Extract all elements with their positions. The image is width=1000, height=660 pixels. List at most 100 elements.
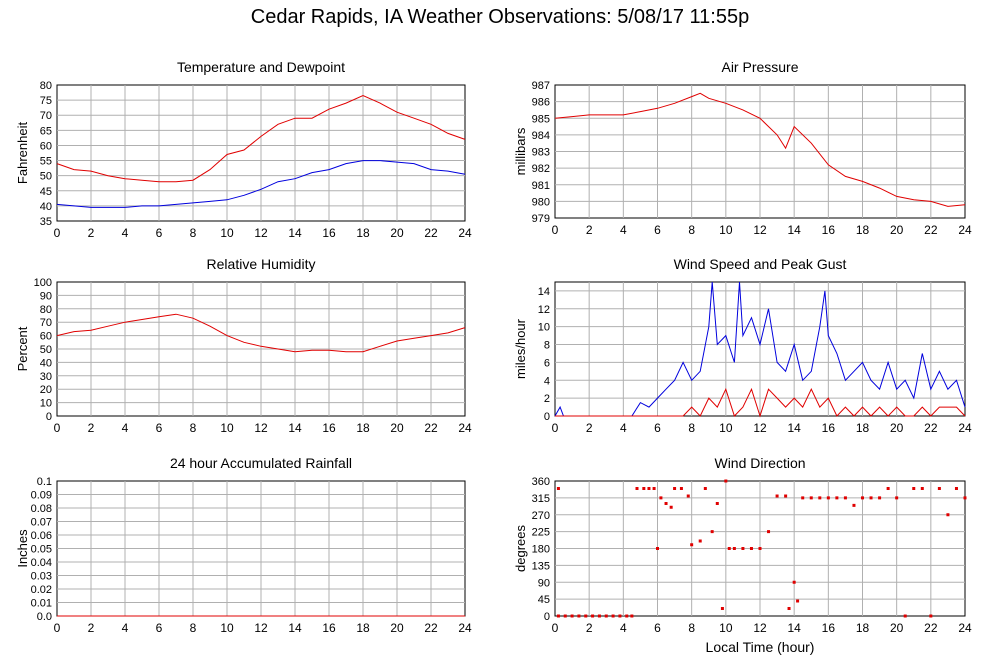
humidity-y-tick-label: 30 [40, 371, 52, 383]
humidity-x-tick-label: 14 [288, 421, 302, 435]
rainfall-y-tick-label: 0.09 [31, 490, 52, 502]
wind-speed-y-tick-label: 8 [544, 340, 550, 352]
wind-direction-x-tick-label: 0 [552, 621, 559, 635]
humidity-y-tick-label: 50 [40, 344, 52, 356]
humidity-y-tick-label: 0 [46, 411, 52, 423]
temperature-y-tick-label: 65 [40, 125, 52, 137]
humidity-title: Relative Humidity [207, 256, 316, 272]
humidity-x-tick-label: 0 [54, 421, 61, 435]
temperature-x-tick-label: 4 [122, 226, 129, 240]
wind-direction-y-tick-label: 270 [532, 510, 550, 522]
temperature-y-tick-label: 35 [40, 216, 52, 228]
temperature-y-label: Fahrenheit [15, 122, 30, 185]
wind-speed-x-tick-label: 4 [620, 421, 627, 435]
pressure-y-tick-label: 984 [532, 130, 550, 142]
humidity-x-tick-label: 10 [220, 421, 234, 435]
pressure-y-tick-label: 987 [532, 80, 550, 92]
humidity-y-tick-label: 10 [40, 398, 52, 410]
wind-direction-point [758, 547, 762, 550]
wind-direction-y-tick-label: 360 [532, 476, 550, 488]
rainfall-x-tick-label: 2 [88, 621, 95, 635]
wind-speed-x-tick-label: 10 [719, 421, 733, 435]
wind-direction-point [652, 487, 656, 490]
humidity-y-tick-label: 70 [40, 317, 52, 329]
temperature-series-blue-line [56, 160, 466, 208]
humidity-x-tick-label: 18 [356, 421, 370, 435]
rainfall-x-tick-label: 20 [390, 621, 404, 635]
wind-direction-point [563, 614, 567, 618]
wind-direction-x-tick-label: 18 [856, 621, 870, 635]
wind-direction-point [724, 479, 728, 483]
temperature-y-tick-label: 80 [40, 80, 52, 92]
wind-speed-x-tick-label: 2 [586, 421, 593, 435]
humidity-y-tick-label: 90 [40, 290, 52, 302]
wind-direction-point [796, 599, 800, 603]
wind-direction-point [727, 547, 731, 550]
pressure-x-tick-label: 22 [924, 223, 938, 237]
wind-speed-series-blue-line [554, 281, 966, 417]
pressure-x-tick-label: 8 [688, 223, 695, 237]
wind-direction-point [584, 614, 588, 618]
humidity-x-tick-label: 22 [424, 421, 438, 435]
wind-speed-y-tick-label: 2 [544, 393, 550, 405]
page-title: Cedar Rapids, IA Weather Observations: 5… [250, 6, 750, 28]
wind-direction-point [826, 496, 830, 500]
rainfall-y-tick-label: 0.03 [31, 571, 52, 583]
rainfall-y-tick-label: 0.02 [31, 584, 52, 596]
pressure-y-tick-label: 985 [532, 113, 550, 125]
wind-direction-point [698, 539, 702, 543]
humidity-y-label: Percent [15, 326, 30, 371]
wind-direction-point [715, 502, 719, 505]
wind-direction-point [929, 614, 933, 618]
rainfall-y-tick-label: 0.04 [31, 557, 52, 569]
wind-speed-y-tick-label: 10 [538, 322, 550, 334]
pressure-y-tick-label: 986 [532, 97, 550, 109]
temperature-x-tick-label: 24 [458, 226, 472, 240]
temperature-x-tick-label: 2 [88, 226, 95, 240]
rainfall-x-tick-label: 12 [254, 621, 268, 635]
rainfall-x-tick-label: 4 [122, 621, 129, 635]
wind-direction-point [767, 530, 771, 534]
wind-direction-point [843, 496, 847, 500]
rainfall-y-label: Inches [15, 529, 30, 568]
humidity-x-tick-label: 24 [458, 421, 472, 435]
pressure-x-tick-label: 12 [753, 223, 767, 237]
wind-direction-point [647, 487, 651, 490]
pressure-x-tick-label: 4 [620, 223, 627, 237]
wind-direction-point [775, 494, 779, 498]
wind-direction-title: Wind Direction [714, 455, 805, 471]
wind-direction-point [963, 496, 967, 500]
temperature-x-tick-label: 14 [288, 226, 302, 240]
wind-direction-y-tick-label: 90 [538, 577, 550, 589]
wind-direction-point [604, 614, 608, 618]
wind-direction-point [741, 547, 745, 550]
wind-direction-point [787, 607, 791, 610]
wind-direction-y-tick-label: 45 [538, 594, 550, 606]
rainfall-x-tick-label: 18 [356, 621, 370, 635]
rainfall-y-tick-label: 0.08 [31, 503, 52, 515]
pressure-x-tick-label: 24 [958, 223, 972, 237]
wind-direction-y-tick-label: 180 [532, 544, 550, 556]
wind-direction-point [886, 487, 890, 490]
wind-direction-point [556, 614, 560, 618]
wind-speed-title: Wind Speed and Peak Gust [674, 256, 847, 272]
wind-direction-point [920, 487, 924, 490]
wind-direction-point [690, 543, 694, 547]
wind-direction-y-tick-label: 135 [532, 560, 550, 572]
pressure-y-label: millibars [513, 127, 528, 175]
temperature-x-tick-label: 8 [190, 226, 197, 240]
temperature-y-tick-label: 60 [40, 140, 52, 152]
wind-direction-x-tick-label: 2 [586, 621, 593, 635]
pressure-y-tick-label: 979 [532, 213, 550, 225]
pressure-title: Air Pressure [721, 59, 798, 75]
pressure-x-tick-label: 10 [719, 223, 733, 237]
humidity-x-tick-label: 4 [122, 421, 129, 435]
rainfall-x-tick-label: 8 [190, 621, 197, 635]
wind-direction-x-tick-label: 24 [958, 621, 972, 635]
wind-direction-point [749, 547, 753, 550]
wind-direction-point [809, 496, 813, 500]
temperature-series-red-line [56, 95, 466, 183]
wind-direction-point [570, 614, 574, 618]
wind-speed-y-tick-label: 12 [538, 304, 550, 316]
